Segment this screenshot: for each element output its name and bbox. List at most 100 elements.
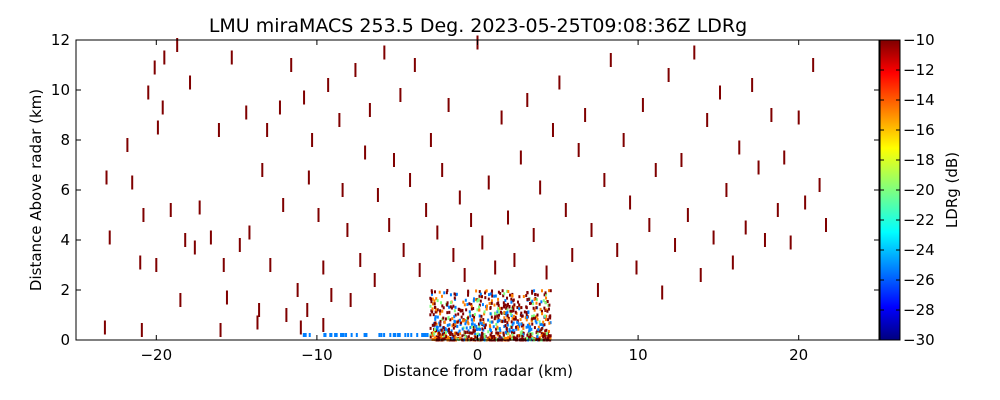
echo-cell <box>490 315 493 319</box>
echo-cell <box>536 317 539 321</box>
echo-cell <box>431 337 434 341</box>
echo-cell <box>463 303 466 307</box>
echo-cell <box>508 336 511 340</box>
echo-cell <box>505 306 508 310</box>
echo-cell <box>490 334 493 338</box>
ldr-return <box>757 160 760 175</box>
echo-cell <box>451 324 454 328</box>
echo-cell <box>510 300 513 304</box>
echo-cell <box>533 326 536 330</box>
echo-cell <box>469 314 472 318</box>
ldr-return <box>230 50 233 65</box>
echo-cell <box>473 323 476 327</box>
echo-cell <box>303 333 306 337</box>
echo-cell <box>501 289 504 293</box>
echo-cell <box>470 304 473 308</box>
echo-cell <box>504 303 507 307</box>
echo-cell <box>421 333 424 337</box>
echo-cell <box>520 330 523 334</box>
y-tick-label: 0 <box>60 331 70 349</box>
echo-cell <box>543 314 546 318</box>
echo-cell <box>543 333 546 337</box>
echo-cell <box>436 332 439 336</box>
echo-cell <box>398 333 401 337</box>
ldr-return <box>590 223 593 237</box>
echo-cell <box>453 292 456 296</box>
echo-cell <box>464 318 467 322</box>
echo-cell <box>324 333 327 337</box>
echo-cell <box>512 337 515 341</box>
echo-cell <box>546 300 549 304</box>
ldr-return <box>654 163 657 177</box>
ldr-return <box>494 260 497 275</box>
echo-cell <box>479 292 482 296</box>
echo-cell <box>465 319 468 323</box>
echo-cell <box>536 293 539 297</box>
echo-cell <box>444 333 447 337</box>
echo-cell <box>404 333 407 337</box>
echo-cell <box>469 326 472 330</box>
ldr-return <box>413 58 416 72</box>
echo-cell <box>512 298 515 302</box>
ldr-return <box>635 260 638 275</box>
echo-cell <box>479 321 482 325</box>
ldr-return <box>311 133 314 147</box>
echo-cell <box>522 323 525 327</box>
echo-cell <box>481 331 484 335</box>
echo-cell <box>468 310 471 314</box>
echo-cell <box>525 306 528 310</box>
echo-cell <box>519 313 522 317</box>
echo-cell <box>525 325 528 329</box>
ldr-return <box>818 178 821 192</box>
echo-cell <box>539 322 542 326</box>
ldr-return <box>545 265 548 280</box>
y-tick-label: 12 <box>51 31 70 49</box>
echo-cell <box>510 325 513 329</box>
echo-cell <box>532 302 535 306</box>
echo-cell <box>506 296 509 300</box>
echo-cell <box>545 332 548 336</box>
echo-cell <box>540 332 543 336</box>
echo-cell <box>345 333 348 337</box>
echo-cell <box>454 335 457 339</box>
ldr-return <box>269 258 272 272</box>
echo-cell <box>445 337 448 341</box>
echo-cell <box>426 333 429 337</box>
echo-cell <box>464 322 467 326</box>
echo-cell <box>496 333 499 337</box>
echo-cell <box>447 316 450 320</box>
echo-cell <box>469 331 472 335</box>
echo-cell <box>505 330 508 334</box>
echo-cell <box>439 312 442 316</box>
plot-background <box>76 40 879 340</box>
echo-cell <box>521 334 524 338</box>
ldr-return <box>383 45 386 60</box>
echo-cell <box>526 333 529 337</box>
echo-cell <box>340 333 343 337</box>
echo-cell <box>545 314 548 318</box>
echo-cell <box>329 333 332 337</box>
echo-cell <box>434 317 437 321</box>
ldr-return <box>776 203 779 217</box>
echo-cell <box>456 324 459 328</box>
echo-cell <box>470 331 473 335</box>
echo-cell <box>544 308 547 312</box>
echo-cell <box>440 301 443 305</box>
ldr-return <box>245 105 248 120</box>
echo-cell <box>342 333 345 337</box>
echo-cell <box>433 290 436 294</box>
echo-cell <box>495 322 498 326</box>
ldr-return <box>105 170 108 185</box>
ldr-return <box>532 228 535 242</box>
echo-cell <box>479 299 482 303</box>
echo-cell <box>445 335 448 339</box>
ldr-return <box>609 53 612 67</box>
echo-cell <box>429 304 432 308</box>
echo-cell <box>449 318 452 322</box>
echo-cell <box>546 309 549 313</box>
echo-cell <box>489 292 492 296</box>
echo-cell <box>498 306 501 310</box>
echo-cell <box>308 333 311 337</box>
echo-cell <box>448 323 451 327</box>
echo-cell <box>457 319 460 323</box>
